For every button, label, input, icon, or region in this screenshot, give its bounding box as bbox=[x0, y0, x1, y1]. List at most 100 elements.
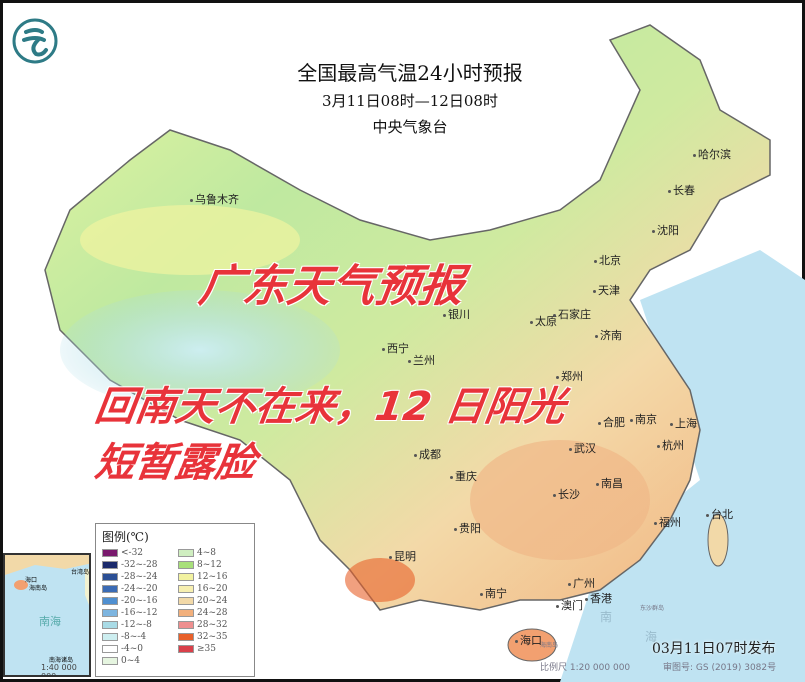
city-label: 台北 bbox=[706, 506, 733, 522]
xinjiang-warm-area bbox=[80, 205, 300, 275]
legend-item: ≥35 bbox=[178, 643, 248, 655]
overlay-line2: 短暂露脸 bbox=[92, 440, 259, 486]
legend-swatch bbox=[102, 561, 118, 569]
inset-scale: 1:40 000 000 bbox=[41, 663, 77, 677]
legend-swatch bbox=[178, 609, 194, 617]
city-label: 济南 bbox=[595, 327, 622, 343]
legend-label: <-32 bbox=[121, 548, 144, 558]
city-label: 沈阳 bbox=[652, 222, 679, 238]
city-label: 长沙 bbox=[553, 486, 580, 502]
legend-label: -4~0 bbox=[121, 644, 144, 654]
legend-label: -20~-16 bbox=[121, 596, 158, 606]
city-label: 北京 bbox=[594, 252, 621, 268]
city-label: 西宁 bbox=[382, 340, 409, 356]
city-label: 福州 bbox=[654, 514, 681, 530]
legend-label: 28~32 bbox=[197, 620, 228, 630]
city-label: 重庆 bbox=[450, 468, 477, 484]
legend-swatch bbox=[178, 597, 194, 605]
city-label: 太原 bbox=[530, 313, 557, 329]
legend-item: -16~-12 bbox=[102, 607, 172, 619]
legend-swatch bbox=[178, 561, 194, 569]
legend-item: 16~20 bbox=[178, 583, 248, 595]
city-label: 贵阳 bbox=[454, 520, 481, 536]
legend-swatch bbox=[178, 573, 194, 581]
legend-label: -16~-12 bbox=[121, 608, 158, 618]
inset-label: 海南岛 bbox=[29, 585, 48, 592]
legend-label: ≥35 bbox=[197, 644, 216, 654]
legend-item: 12~16 bbox=[178, 571, 248, 583]
south-china-sea-inset: 海口 海南岛 台湾岛 南海 南海诸岛 1:40 000 000 bbox=[3, 553, 91, 677]
city-label: 南宁 bbox=[480, 585, 507, 601]
map-scale: 比例尺 1:20 000 000 bbox=[540, 663, 631, 673]
city-label: 合肥 bbox=[598, 414, 625, 430]
overlay-line1: 回南天不在来，12 日阳光 bbox=[92, 384, 569, 430]
city-label: 乌鲁木齐 bbox=[190, 191, 239, 207]
legend-swatch bbox=[178, 621, 194, 629]
legend-item: 24~28 bbox=[178, 607, 248, 619]
legend-label: 8~12 bbox=[197, 560, 222, 570]
legend-label: 0~4 bbox=[121, 656, 140, 666]
legend-item: -20~-16 bbox=[102, 595, 172, 607]
legend-label: -12~-8 bbox=[121, 620, 152, 630]
legend-label: -24~-20 bbox=[121, 584, 158, 594]
legend-swatch bbox=[102, 621, 118, 629]
legend: 图例(℃) <-32 -32~-28 -28~-24 -24~-20 -20~-16 -1… bbox=[95, 523, 255, 677]
city-label: 香港 bbox=[585, 590, 612, 606]
legend-label: 24~28 bbox=[197, 608, 228, 618]
legend-label: 32~35 bbox=[197, 632, 228, 642]
legend-label: -8~-4 bbox=[121, 632, 147, 642]
map-approval-number: 审图号: GS (2019) 3082号 bbox=[663, 663, 777, 673]
legend-label: 12~16 bbox=[197, 572, 228, 582]
city-label: 澳门 bbox=[556, 597, 583, 613]
legend-swatch bbox=[102, 609, 118, 617]
inset-label: 南海诸岛 bbox=[49, 657, 74, 664]
sea-label: 海南岛 bbox=[540, 642, 559, 649]
legend-swatch bbox=[102, 585, 118, 593]
legend-label: 20~24 bbox=[197, 596, 228, 606]
legend-swatch bbox=[178, 549, 194, 557]
issuer: 中央气象台 bbox=[372, 118, 448, 136]
city-label: 石家庄 bbox=[553, 306, 591, 322]
legend-item: 0~4 bbox=[102, 655, 172, 667]
legend-label: 4~8 bbox=[197, 548, 216, 558]
inset-label: 海口 bbox=[25, 577, 38, 584]
yunnan-hot-area bbox=[345, 558, 415, 602]
legend-label: -28~-24 bbox=[121, 572, 158, 582]
city-label: 成都 bbox=[414, 446, 441, 462]
legend-swatch bbox=[102, 597, 118, 605]
cma-logo-icon bbox=[12, 18, 58, 64]
legend-swatch bbox=[102, 549, 118, 557]
tibet-cool-area bbox=[60, 290, 340, 410]
legend-item: <-32 bbox=[102, 547, 172, 559]
legend-swatch bbox=[102, 573, 118, 581]
city-label: 海口 bbox=[515, 632, 542, 648]
sea-label: 南 bbox=[600, 610, 613, 624]
inset-label: 台湾岛 bbox=[71, 569, 90, 576]
legend-item: -12~-8 bbox=[102, 619, 172, 631]
city-label: 长春 bbox=[668, 182, 695, 198]
legend-item: 20~24 bbox=[178, 595, 248, 607]
legend-label: -32~-28 bbox=[121, 560, 158, 570]
legend-item: -8~-4 bbox=[102, 631, 172, 643]
sea-label: 海 bbox=[645, 630, 658, 644]
legend-item: -32~-28 bbox=[102, 559, 172, 571]
overlay-headline: 广东天气预报 bbox=[195, 261, 467, 312]
legend-swatch bbox=[102, 633, 118, 641]
legend-item: 28~32 bbox=[178, 619, 248, 631]
city-label: 郑州 bbox=[556, 368, 583, 384]
legend-item: -4~0 bbox=[102, 643, 172, 655]
legend-item: -28~-24 bbox=[102, 571, 172, 583]
legend-item: 4~8 bbox=[178, 547, 248, 559]
city-label: 上海 bbox=[670, 415, 697, 431]
city-label: 天津 bbox=[593, 282, 620, 298]
legend-item: -24~-20 bbox=[102, 583, 172, 595]
forecast-period: 3月11日08时—12日08时 bbox=[322, 92, 498, 110]
legend-swatch bbox=[178, 633, 194, 641]
city-label: 杭州 bbox=[657, 437, 684, 453]
legend-label: 16~20 bbox=[197, 584, 228, 594]
legend-swatch bbox=[102, 657, 118, 665]
city-label: 广州 bbox=[568, 575, 595, 591]
city-label: 兰州 bbox=[408, 352, 435, 368]
map-title: 全国最高气温24小时预报 bbox=[297, 61, 523, 85]
sea-label: 东沙群岛 bbox=[640, 605, 665, 612]
